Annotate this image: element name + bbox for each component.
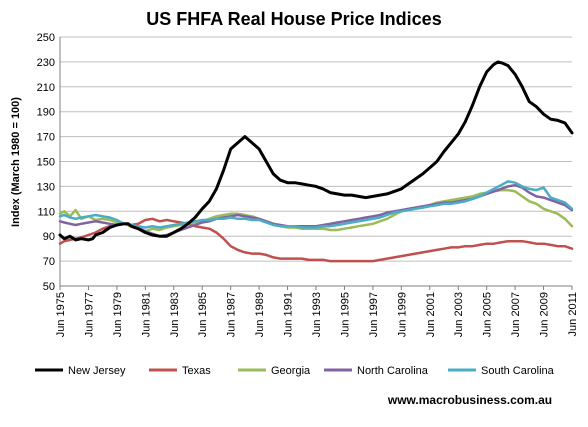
x-tick-label: Jun 2011 [567, 292, 579, 336]
chart-title: US FHFA Real House Price Indices [146, 9, 441, 29]
series-line-texas [58, 217, 574, 263]
y-tick-label: 50 [43, 281, 55, 293]
axes [59, 37, 573, 290]
x-tick-label: Jun 1995 [339, 292, 351, 337]
x-tick-label: Jun 1981 [140, 292, 152, 337]
legend-label: New Jersey [68, 365, 126, 377]
y-tick-label: 250 [37, 32, 55, 44]
x-tick-label: Jun 2005 [482, 292, 494, 337]
x-tick-label: Jun 2001 [425, 292, 437, 337]
x-tick-label: Jun 1979 [112, 292, 124, 337]
legend-label: Texas [182, 365, 211, 377]
x-tick-label: Jun 1993 [311, 292, 323, 337]
x-tick-label: Jun 2003 [453, 292, 465, 337]
x-tick-label: Jun 1987 [226, 292, 238, 337]
x-tick-label: Jun 1997 [368, 292, 380, 337]
y-tick-label: 210 [37, 82, 55, 94]
x-tick-label: Jun 1983 [169, 292, 181, 337]
x-tick-label: Jun 1977 [83, 292, 95, 337]
y-tick-label: 90 [43, 231, 55, 243]
gridlines [60, 36, 572, 287]
y-axis-label: Index (March 1980 = 100) [10, 97, 22, 227]
legend-label: South Carolina [481, 365, 555, 377]
series-line-south-carolina [58, 180, 574, 229]
y-tick-label: 150 [37, 157, 55, 169]
legend: New Jersey Texas Georgia North Carolina Sout… [35, 365, 555, 377]
x-tick-label: Jun 2009 [539, 292, 551, 337]
x-tick-label: Jun 1989 [254, 292, 266, 337]
x-tick-label: Jun 2007 [510, 292, 522, 337]
legend-label: North Carolina [357, 365, 429, 377]
x-tick-label: Jun 1985 [197, 292, 209, 337]
series-line-new-jersey [58, 60, 574, 242]
y-tick-label: 190 [37, 107, 55, 119]
x-tick-label: Jun 1975 [55, 292, 67, 337]
y-tick-label: 110 [37, 206, 55, 218]
x-tick-label: Jun 1991 [283, 292, 295, 337]
y-tick-label: 130 [37, 181, 55, 193]
legend-label: Georgia [271, 365, 311, 377]
y-tick-labels: 50 70 90 110 130 150 170 190 210 230 250 [37, 32, 55, 293]
series-lines [58, 60, 574, 263]
source-credit: www.macrobusiness.com.au [387, 393, 552, 407]
y-tick-label: 170 [37, 132, 55, 144]
x-tick-labels: Jun 1975 Jun 1977 Jun 1979 Jun 1981 Jun 1983… [55, 292, 579, 337]
y-tick-label: 230 [37, 57, 55, 69]
y-tick-label: 70 [43, 256, 55, 268]
x-tick-label: Jun 1999 [396, 292, 408, 337]
